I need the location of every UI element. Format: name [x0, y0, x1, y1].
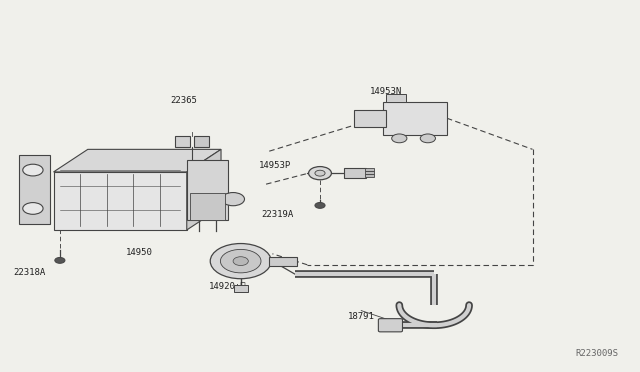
Polygon shape	[54, 172, 187, 230]
Text: 18791: 18791	[348, 312, 374, 321]
Text: 14953N: 14953N	[369, 87, 402, 96]
FancyBboxPatch shape	[386, 94, 406, 102]
Circle shape	[315, 170, 325, 176]
Circle shape	[211, 244, 271, 279]
Polygon shape	[54, 149, 221, 172]
Polygon shape	[383, 102, 447, 135]
Text: 14953P: 14953P	[259, 161, 291, 170]
Circle shape	[23, 203, 43, 214]
Text: 14950: 14950	[125, 248, 152, 257]
Text: R223009S: R223009S	[575, 349, 618, 358]
FancyBboxPatch shape	[194, 136, 209, 147]
Circle shape	[308, 167, 332, 180]
Circle shape	[55, 257, 65, 263]
Text: 22318A: 22318A	[13, 269, 45, 278]
Polygon shape	[19, 155, 51, 224]
FancyBboxPatch shape	[344, 168, 365, 178]
Circle shape	[221, 193, 244, 206]
Text: 14920+Ⅱ: 14920+Ⅱ	[209, 281, 247, 290]
Circle shape	[23, 164, 43, 176]
Circle shape	[220, 249, 261, 273]
Circle shape	[420, 134, 435, 143]
FancyBboxPatch shape	[269, 257, 296, 266]
FancyBboxPatch shape	[355, 110, 386, 127]
FancyBboxPatch shape	[365, 169, 374, 171]
Text: 22319A: 22319A	[261, 210, 293, 219]
Polygon shape	[187, 160, 228, 220]
Polygon shape	[187, 149, 221, 230]
Circle shape	[392, 134, 407, 143]
FancyBboxPatch shape	[234, 285, 248, 292]
FancyBboxPatch shape	[365, 171, 374, 174]
Circle shape	[233, 257, 248, 266]
FancyBboxPatch shape	[175, 136, 190, 147]
Circle shape	[315, 202, 325, 208]
FancyBboxPatch shape	[378, 319, 403, 332]
FancyBboxPatch shape	[365, 174, 374, 177]
Text: 22365: 22365	[170, 96, 197, 105]
Polygon shape	[190, 193, 225, 220]
